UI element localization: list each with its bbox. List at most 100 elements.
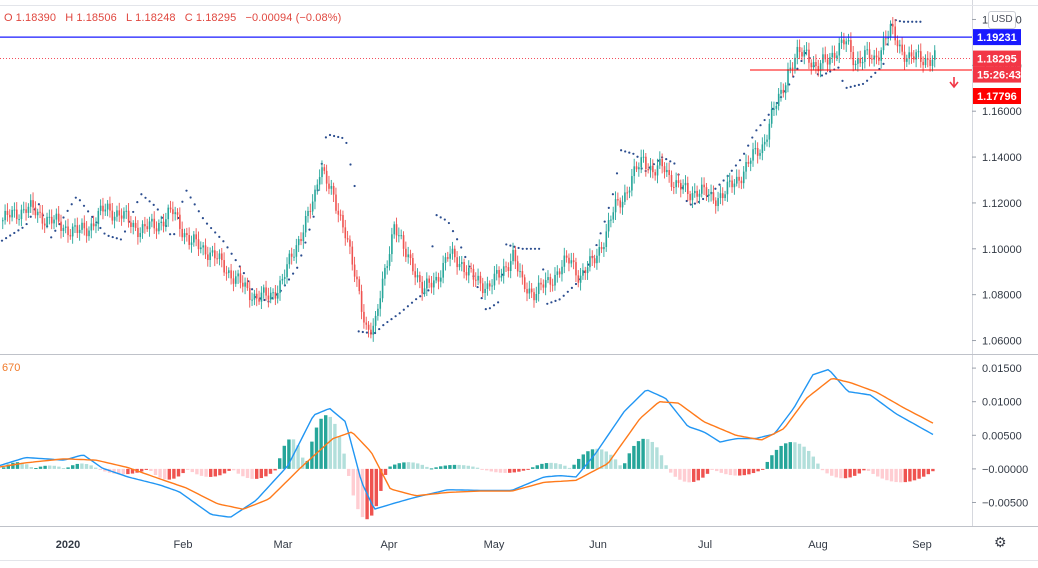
macd-histogram-bar	[236, 468, 240, 474]
candle-body	[316, 184, 319, 190]
candle-body	[132, 222, 135, 227]
candle-body	[388, 254, 391, 267]
macd-histogram-bar	[314, 427, 319, 469]
psar-dot	[759, 124, 762, 127]
macd-histogram-bar	[71, 465, 75, 469]
candle-body	[682, 185, 684, 190]
macd-tick-label: 0.01000	[982, 397, 1022, 409]
psar-dot	[714, 187, 717, 190]
candle-body	[34, 207, 37, 216]
macd-histogram-bar	[636, 441, 641, 469]
candle-body	[805, 49, 808, 51]
candle-body	[228, 270, 230, 273]
macd-histogram-bar	[462, 465, 466, 469]
macd-histogram-bar	[360, 468, 365, 518]
macd-histogram-bar	[319, 418, 323, 469]
psar-dot	[743, 152, 746, 155]
candle-body	[892, 24, 894, 27]
macd-histogram-bar	[903, 468, 907, 483]
candle-body	[796, 46, 799, 58]
candle-body	[551, 284, 554, 286]
candle-body	[78, 229, 81, 233]
macd-histogram-bar	[687, 468, 691, 483]
psar-dot	[837, 66, 840, 69]
candle-body	[360, 291, 363, 312]
candle-body	[62, 227, 65, 232]
candle-body	[377, 308, 379, 316]
psar-dot	[763, 118, 766, 122]
macd-histogram-bar	[604, 451, 608, 469]
macd-histogram-bar	[908, 468, 912, 482]
candle-body	[742, 171, 745, 184]
candle-body	[477, 275, 479, 281]
candle-body	[74, 225, 76, 227]
psar-dot	[181, 200, 184, 203]
psar-dot	[189, 196, 192, 199]
macd-histogram-bar	[356, 468, 360, 510]
macd-tick-label: −0.00000	[982, 464, 1028, 476]
candle-body	[181, 228, 184, 238]
close-value: C 1.18295	[184, 12, 237, 24]
candle-body	[626, 192, 629, 194]
candle-body	[255, 293, 258, 299]
candle-body	[812, 62, 815, 68]
candle-body	[521, 271, 524, 278]
candle-body	[687, 182, 689, 195]
macd-histogram-bar	[282, 445, 286, 469]
psar-dot	[497, 301, 500, 304]
macd-histogram-bar	[508, 468, 512, 473]
currency-button[interactable]: USD	[988, 11, 1016, 29]
psar-dot	[378, 327, 381, 331]
candle-body	[363, 311, 365, 323]
macd-histogram-bar	[770, 455, 774, 469]
macd-histogram-bar	[586, 451, 590, 469]
candle-body	[761, 144, 764, 154]
macd-histogram-bar	[222, 468, 227, 474]
macd-histogram-bar	[117, 468, 121, 475]
candle-body	[770, 109, 773, 124]
psar-dot	[292, 272, 295, 275]
candle-body	[76, 225, 79, 233]
candle-body	[144, 224, 146, 227]
candle-body	[190, 242, 193, 245]
candle-body	[784, 85, 787, 94]
macd-histogram-bar	[337, 436, 342, 469]
candle-body	[833, 52, 836, 59]
candle-body	[120, 215, 123, 219]
macd-histogram-bar	[866, 468, 871, 471]
candle-body	[759, 153, 761, 156]
badge-red-level-bg	[973, 88, 1021, 105]
macd-histogram-bar	[25, 464, 29, 469]
candle-body	[221, 253, 223, 261]
candle-body	[717, 198, 719, 207]
candle-body	[701, 184, 703, 194]
gear-icon[interactable]: ⚙	[994, 534, 1007, 550]
macd-tick-label: −0.00500	[982, 497, 1028, 509]
candle-body	[519, 271, 521, 273]
macd-histogram-bar	[912, 468, 917, 481]
candle-body	[416, 275, 419, 278]
macd-histogram-bar	[802, 446, 806, 469]
psar-dot	[193, 203, 196, 206]
macd-histogram-bar	[61, 468, 66, 470]
macd-histogram-bar	[273, 468, 277, 471]
candle-body	[379, 298, 382, 309]
candle-body	[8, 214, 11, 218]
macd-histogram-bar	[126, 468, 130, 475]
macd-histogram-bar	[342, 453, 346, 469]
candle-body	[272, 292, 274, 294]
macd-histogram-bar	[609, 454, 613, 469]
psar-dot	[734, 164, 738, 167]
psar-dot	[632, 152, 635, 155]
candle-body	[528, 288, 531, 294]
candle-body	[456, 257, 458, 268]
candle-body	[188, 235, 190, 245]
candle-body	[558, 271, 561, 275]
candle-body	[29, 200, 32, 207]
candle-body	[27, 206, 30, 213]
psar-dot	[599, 232, 602, 235]
price-tick-label: 1.08000	[982, 290, 1022, 302]
candle-body	[216, 258, 218, 260]
psar-dot	[861, 82, 865, 86]
